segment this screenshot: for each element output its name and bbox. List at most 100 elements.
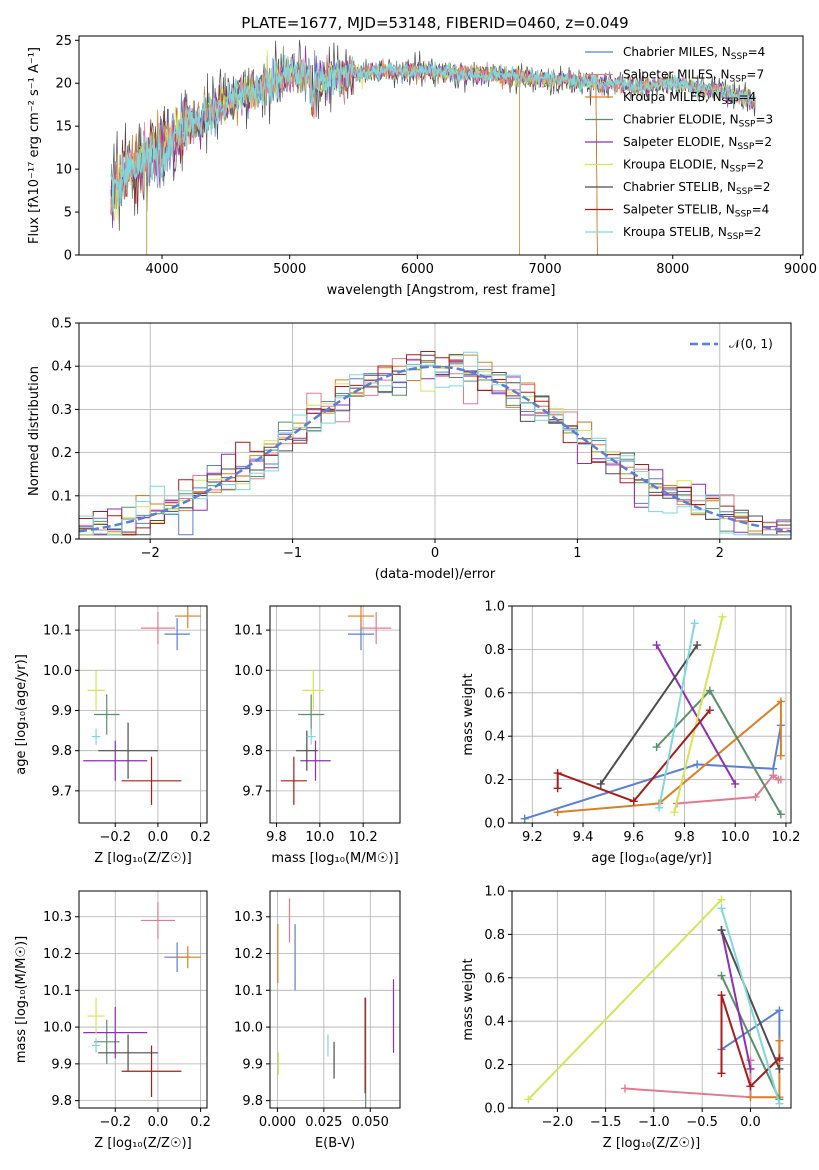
chart-title: PLATE=1677, MJD=53148, FIBERID=0460, z=0… xyxy=(241,14,628,32)
legend-entry: Chabrier STELIB, NSSP=2 xyxy=(623,180,771,197)
weight-marker xyxy=(751,792,760,801)
weight-marker xyxy=(717,971,726,980)
weight-marker xyxy=(693,760,702,769)
x-tick-label: −2.0 xyxy=(542,1115,574,1130)
legend-entry-tail: =4 xyxy=(739,90,757,104)
weight-marker xyxy=(705,706,714,715)
weight-line xyxy=(720,929,752,1070)
legend-entry-base: Chabrier STELIB, N xyxy=(623,180,736,194)
weight-marker xyxy=(655,803,664,812)
x-tick-label: 10.0 xyxy=(721,830,750,845)
plot-frame xyxy=(269,890,401,1109)
y-tick-label: 9.8 xyxy=(242,744,263,759)
x-axis-label: (data-model)/error xyxy=(375,567,496,582)
weight-marker xyxy=(596,779,605,788)
panel-age-vs-mass: 9.8 10.0 10.2 9.7 9.8 9.9 10.0 10.1 mass [log₁₀(… xyxy=(234,605,401,866)
panel-mass-vs-EBV: 0.000 0.025 0.050 9.8 9.9 10.0 10.1 10.2 10.3 E(B… xyxy=(234,890,401,1151)
legend-entry-sub: SSP xyxy=(727,232,744,242)
legend-entry-base: Chabrier MILES, N xyxy=(623,45,731,59)
x-tick-label: −0.2 xyxy=(99,1115,131,1130)
x-tick-label: 7000 xyxy=(529,262,562,277)
plot-frame xyxy=(78,890,208,1109)
y-tick-label: 0.0 xyxy=(484,817,505,832)
histogram-series xyxy=(79,351,791,536)
plot-frame xyxy=(78,605,208,824)
x-tick-label: −2 xyxy=(141,546,160,561)
weight-line xyxy=(556,709,711,803)
legend-entry: 𝒩(0, 1) xyxy=(729,337,773,351)
x-axis-label: Z [log₁₀(Z/Z☉)] xyxy=(94,851,191,866)
legend-entry: Chabrier MILES, NSSP=4 xyxy=(623,45,765,62)
y-tick-label: 10.1 xyxy=(234,984,263,999)
weight-line xyxy=(720,929,781,1070)
plot-frame xyxy=(511,605,792,824)
x-axis-label: age [log₁₀(age/yr)] xyxy=(591,851,712,866)
x-tick-label: 0.0 xyxy=(740,1115,761,1130)
x-axis-label: E(B-V) xyxy=(315,1136,355,1151)
normal-curve xyxy=(78,365,792,533)
weight-marker xyxy=(776,775,785,784)
y-tick-label: 1.0 xyxy=(484,885,505,900)
x-tick-label: −0.5 xyxy=(686,1115,718,1130)
x-tick-label: 0.2 xyxy=(190,1115,211,1130)
x-axis-label: mass [log₁₀(M/M☉)] xyxy=(271,851,398,866)
weight-marker xyxy=(553,808,562,817)
x-tick-label: 0.0 xyxy=(148,830,169,845)
legend-entry-tail: =4 xyxy=(748,45,766,59)
weight-marker xyxy=(670,808,679,817)
histogram-series xyxy=(79,355,791,536)
legend-entry: Kroupa STELIB, NSSP=2 xyxy=(623,225,761,242)
weight-marker xyxy=(553,784,562,793)
legend-entry-base: Kroupa ELODIE, N xyxy=(623,158,730,172)
weight-marker xyxy=(718,612,727,621)
y-tick-label: 0 xyxy=(64,249,72,264)
y-tick-label: 1.0 xyxy=(484,600,505,615)
y-tick-label: 10.1 xyxy=(43,624,72,639)
y-axis-label: Normed distribution xyxy=(27,366,42,496)
x-tick-label: 10.0 xyxy=(305,830,334,845)
legend-entry-sub: SSP xyxy=(736,187,753,197)
y-tick-label: 0.2 xyxy=(51,446,72,461)
y-tick-label: 0.3 xyxy=(51,403,72,418)
y-tick-label: 10.1 xyxy=(43,984,72,999)
y-tick-label: 10.2 xyxy=(43,947,72,962)
x-tick-label: 9.2 xyxy=(522,830,543,845)
x-tick-label: 0.000 xyxy=(259,1115,296,1130)
panel-weight-vs-age: 9.2 9.4 9.6 9.8 10.0 10.2 0.0 0.2 0.4 0.6 0.8 1.0 ag… xyxy=(461,600,800,867)
weight-marker xyxy=(690,619,699,628)
y-tick-label: 9.8 xyxy=(242,1094,263,1109)
plot-frame xyxy=(78,35,804,256)
y-tick-label: 5 xyxy=(64,206,72,221)
weight-line xyxy=(673,616,724,813)
weight-marker xyxy=(776,810,785,819)
weight-line xyxy=(557,699,782,814)
weight-marker xyxy=(775,1006,784,1015)
legend-entry-sub: SSP xyxy=(735,210,752,220)
weight-marker xyxy=(717,1069,726,1078)
legend-entry-sub: SSP xyxy=(722,97,739,107)
y-axis-label: mass weight xyxy=(461,673,476,755)
y-tick-label: 0.4 xyxy=(51,360,72,375)
x-tick-label: 0.2 xyxy=(190,830,211,845)
y-tick-label: 10.3 xyxy=(234,910,263,925)
y-tick-label: 0.8 xyxy=(484,928,505,943)
y-tick-label: 0.4 xyxy=(484,730,505,745)
weight-marker xyxy=(776,751,785,760)
legend-entry-base: Kroupa STELIB, N xyxy=(623,225,727,239)
weight-marker xyxy=(746,1093,755,1102)
x-tick-label: −1 xyxy=(283,546,302,561)
weight-marker xyxy=(775,1064,784,1073)
weight-marker xyxy=(775,1099,784,1108)
legend-entry-base: Kroupa MILES, N xyxy=(623,90,722,104)
weight-marker xyxy=(769,771,778,780)
x-tick-label: 4000 xyxy=(145,262,178,277)
x-tick-label: 10.2 xyxy=(771,830,800,845)
y-tick-label: 0.0 xyxy=(484,1102,505,1117)
weight-marker xyxy=(524,1095,533,1104)
legend-entry-sub: SSP xyxy=(737,142,754,152)
x-tick-label: −1.0 xyxy=(638,1115,670,1130)
y-tick-label: 0.8 xyxy=(484,643,505,658)
y-tick-label: 10.2 xyxy=(234,947,263,962)
weight-line xyxy=(655,644,737,785)
legend-entry: Chabrier ELODIE, NSSP=3 xyxy=(623,113,773,130)
